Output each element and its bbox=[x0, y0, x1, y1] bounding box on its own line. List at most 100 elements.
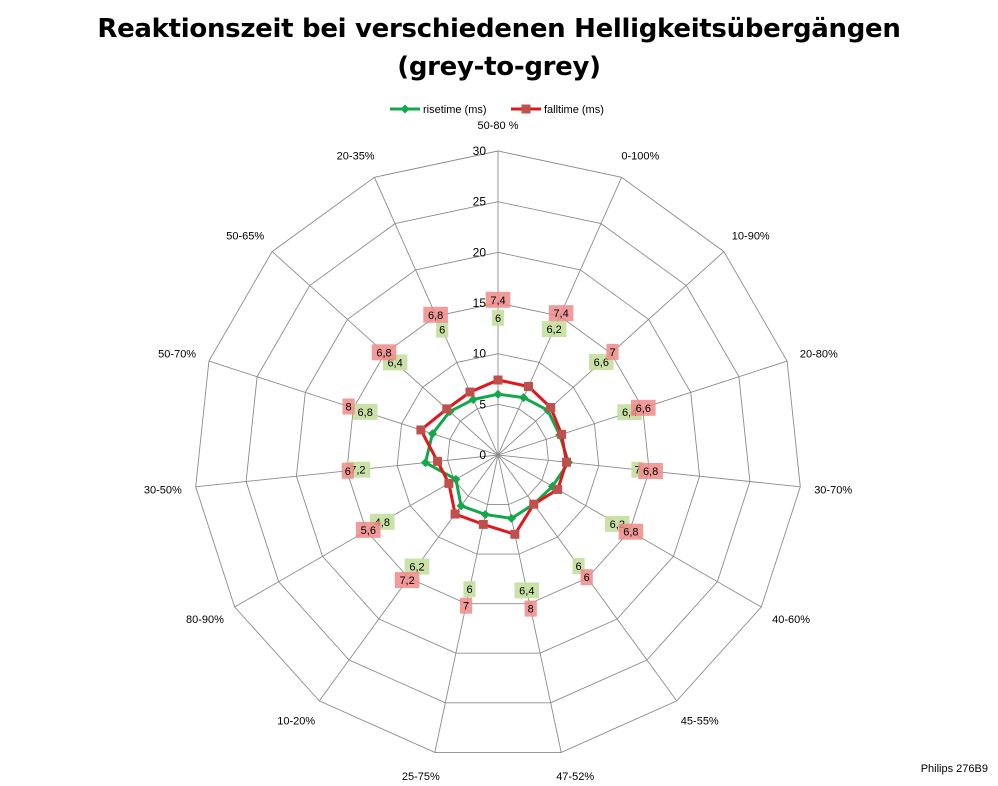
falltime-data-label: 6,6 bbox=[631, 399, 656, 416]
falltime-point bbox=[416, 425, 426, 435]
falltime-data-label: 8 bbox=[524, 600, 537, 617]
data-label-text: 6,8 bbox=[428, 310, 443, 322]
falltime-data-label: 8 bbox=[342, 398, 355, 415]
data-label-box bbox=[352, 403, 378, 420]
risetime-point bbox=[506, 513, 516, 523]
data-label-text: 6,8 bbox=[358, 407, 373, 419]
data-label-text: 6 bbox=[584, 572, 590, 584]
falltime-data-label: 6,8 bbox=[618, 523, 644, 540]
category-label: 50-70% bbox=[158, 349, 196, 361]
risetime-point bbox=[427, 429, 437, 439]
falltime-data-label: 5,6 bbox=[356, 521, 381, 538]
data-label-text: 6,2 bbox=[546, 324, 561, 336]
category-label: 10-20% bbox=[277, 715, 315, 727]
data-label-box bbox=[394, 572, 420, 589]
credit-text: Philips 276B9 bbox=[920, 763, 988, 775]
falltime-point bbox=[510, 529, 520, 539]
data-label-text: 6 bbox=[345, 466, 351, 478]
data-label-box bbox=[404, 558, 430, 575]
risetime-line bbox=[423, 392, 570, 520]
category-label: 20-80% bbox=[800, 349, 838, 361]
data-label-box bbox=[371, 344, 397, 361]
data-label-text: 6 bbox=[466, 584, 472, 596]
falltime-data-label: 6,8 bbox=[423, 306, 448, 323]
data-label-text: 7 bbox=[609, 347, 615, 359]
legend-marker bbox=[400, 104, 410, 114]
legend-item: risetime (ms) bbox=[390, 104, 487, 116]
data-label-text: 5,6 bbox=[361, 525, 376, 537]
data-label-box bbox=[463, 581, 476, 598]
axis-tick-label: 20 bbox=[473, 245, 487, 259]
risetime-data-label: 6,2 bbox=[404, 558, 430, 575]
data-label-box bbox=[423, 306, 448, 323]
risetime-point bbox=[468, 394, 478, 404]
falltime-point bbox=[493, 375, 503, 385]
data-label-box bbox=[606, 343, 619, 360]
data-label-box bbox=[342, 398, 355, 415]
data-label-box bbox=[356, 521, 381, 538]
falltime-point bbox=[450, 509, 460, 519]
radar-grid bbox=[195, 150, 801, 753]
falltime-data-label: 6,8 bbox=[638, 463, 663, 479]
data-label-text: 7,4 bbox=[490, 295, 505, 307]
falltime-point bbox=[562, 457, 572, 467]
risetime-data-label: 6 bbox=[436, 321, 449, 338]
data-label-text: 8 bbox=[528, 604, 534, 616]
falltime-data-label: 7,4 bbox=[485, 291, 511, 308]
data-label-text: 6 bbox=[439, 325, 445, 337]
data-label-text: 7,2 bbox=[350, 465, 365, 477]
data-label-box bbox=[541, 321, 567, 338]
data-label-box bbox=[548, 305, 574, 322]
data-label-text: 6,6 bbox=[636, 403, 651, 415]
chart-title: Reaktionszeit bei verschiedenen Helligke… bbox=[0, 10, 998, 86]
falltime-point bbox=[557, 429, 567, 439]
falltime-point bbox=[546, 403, 556, 413]
falltime-point bbox=[523, 381, 533, 391]
grid-ring bbox=[295, 251, 701, 654]
category-label: 80-90% bbox=[186, 614, 224, 626]
data-label-text: 6,4 bbox=[387, 357, 402, 369]
data-label-box bbox=[638, 463, 663, 479]
data-label-text: 6,8 bbox=[376, 347, 391, 359]
risetime-point bbox=[493, 389, 503, 399]
grid-ring bbox=[396, 353, 600, 555]
category-label: 40-60% bbox=[772, 614, 810, 626]
data-label-box bbox=[514, 582, 540, 599]
data-label-box bbox=[341, 462, 354, 479]
axis-tick-label: 10 bbox=[473, 347, 487, 361]
risetime-point bbox=[480, 509, 490, 519]
risetime-point bbox=[519, 393, 529, 403]
grid-ring bbox=[346, 302, 650, 605]
legend-marker bbox=[521, 104, 531, 114]
falltime-data-label: 6,8 bbox=[371, 344, 397, 361]
legend-item: falltime (ms) bbox=[511, 104, 604, 116]
falltime-point bbox=[553, 484, 563, 494]
data-label-text: 7 bbox=[463, 601, 469, 613]
data-label-box bbox=[524, 600, 537, 617]
data-label-text: 6 bbox=[495, 313, 501, 325]
category-label: 30-70% bbox=[814, 484, 852, 496]
grid-ring bbox=[195, 150, 801, 753]
falltime-data-label: 6 bbox=[341, 462, 354, 479]
category-label: 25-75% bbox=[402, 771, 440, 783]
category-labels: 50-80 % 0-100% 10-90% 20-80% 30-70% 40-60% 45-… bbox=[144, 120, 852, 783]
legend-label: falltime (ms) bbox=[544, 104, 604, 116]
falltime-point bbox=[465, 387, 475, 397]
data-label-box bbox=[436, 321, 449, 338]
radial-axis-ticks: 0 5 10 15 20 25 30 bbox=[473, 144, 487, 462]
data-label-text: 6,8 bbox=[643, 466, 658, 478]
falltime-data-label: 7 bbox=[459, 597, 473, 614]
series-lines bbox=[416, 375, 574, 539]
data-label-box bbox=[459, 597, 473, 614]
category-label: 0-100% bbox=[621, 150, 659, 162]
axis-tick-label: 0 bbox=[479, 448, 486, 462]
falltime-point bbox=[478, 519, 488, 529]
risetime-point bbox=[451, 474, 461, 484]
data-label-text: 6,2 bbox=[409, 562, 424, 574]
data-label-box bbox=[485, 291, 511, 308]
falltime-point bbox=[433, 456, 443, 466]
data-label-text: 7 bbox=[634, 465, 640, 477]
axis-tick-label: 25 bbox=[473, 195, 487, 209]
data-labels: 66,26,66,476,266,466,24,87,26,86,467,47,… bbox=[341, 291, 663, 617]
risetime-data-label: 6,8 bbox=[352, 403, 378, 420]
